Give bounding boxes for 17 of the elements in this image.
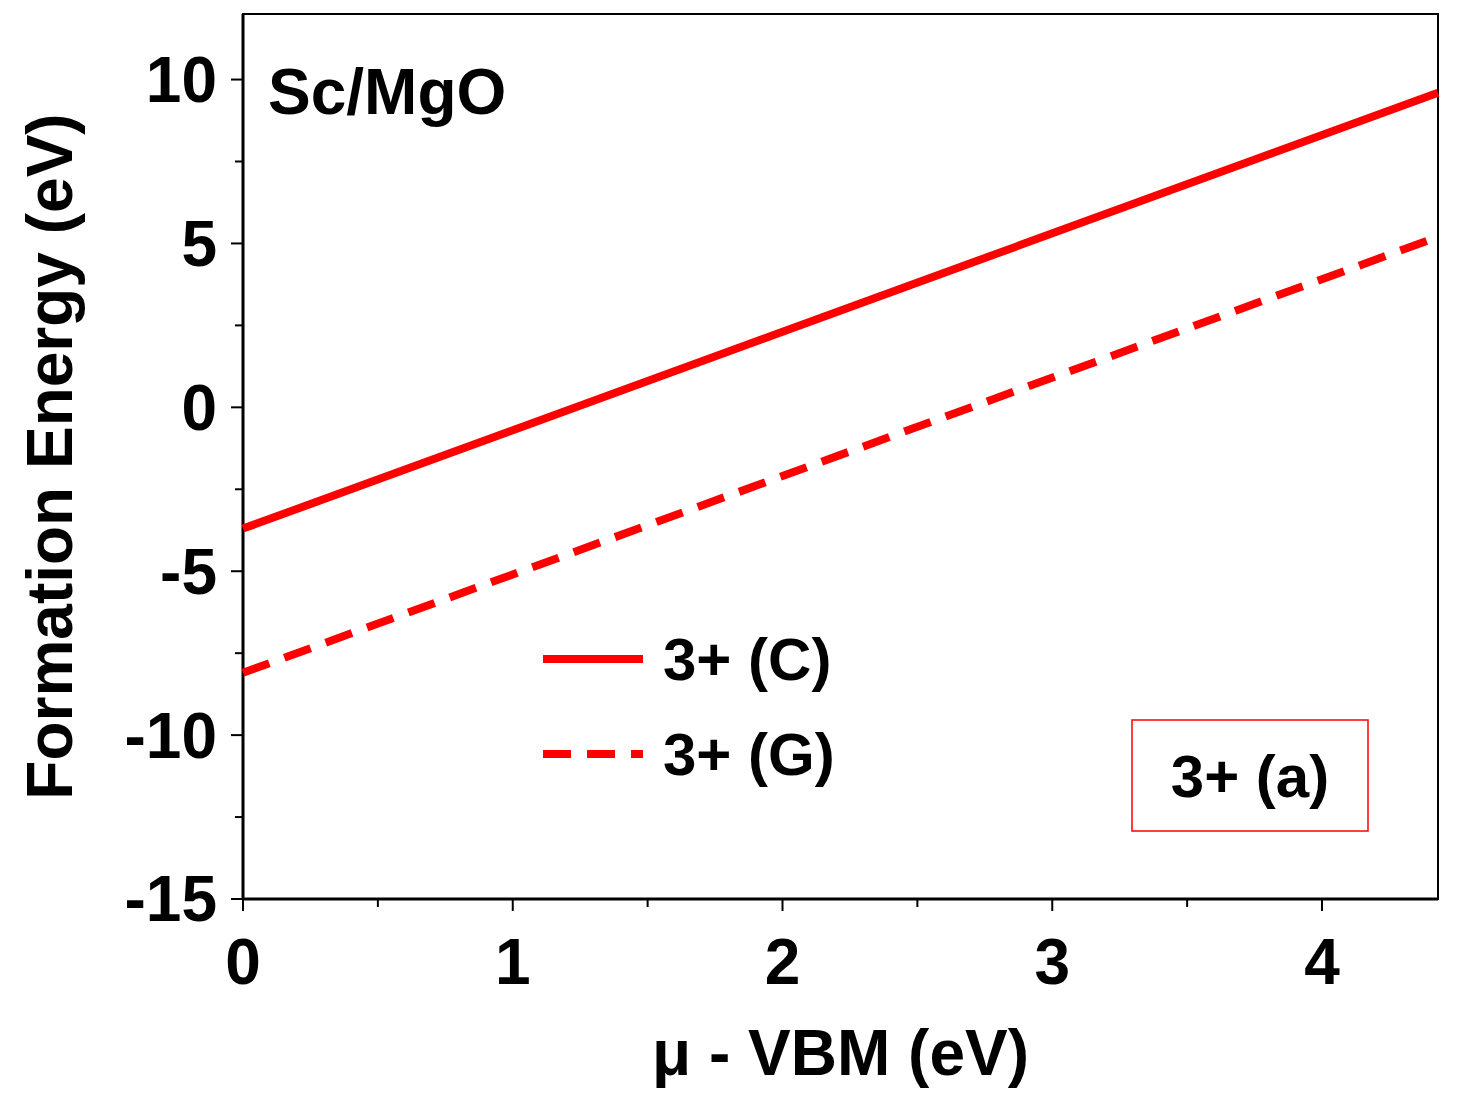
y-axis-title: Formation Energy (eV) [14,113,86,800]
annotation: Sc/MgO [268,56,507,128]
y-tick-label: 0 [181,371,217,444]
y-tick-label: -10 [124,699,217,772]
y-tick-label: 10 [145,43,217,116]
x-tick-label: 4 [1304,926,1341,998]
y-tick-label: 5 [181,207,217,280]
annotation: 3+ (a) [1170,743,1330,810]
y-tick-label: -15 [124,863,217,936]
x-tick-label: 2 [764,926,801,998]
x-axis-title: μ - VBM (eV) [652,1017,1029,1089]
x-tick-label: 1 [494,926,531,998]
y-tick-label: -5 [160,535,217,608]
x-tick-label: 3 [1034,926,1071,998]
legend-label: 3+ (G) [663,721,835,788]
legend-label: 3+ (C) [663,626,832,693]
x-tick-label: 0 [225,926,261,998]
